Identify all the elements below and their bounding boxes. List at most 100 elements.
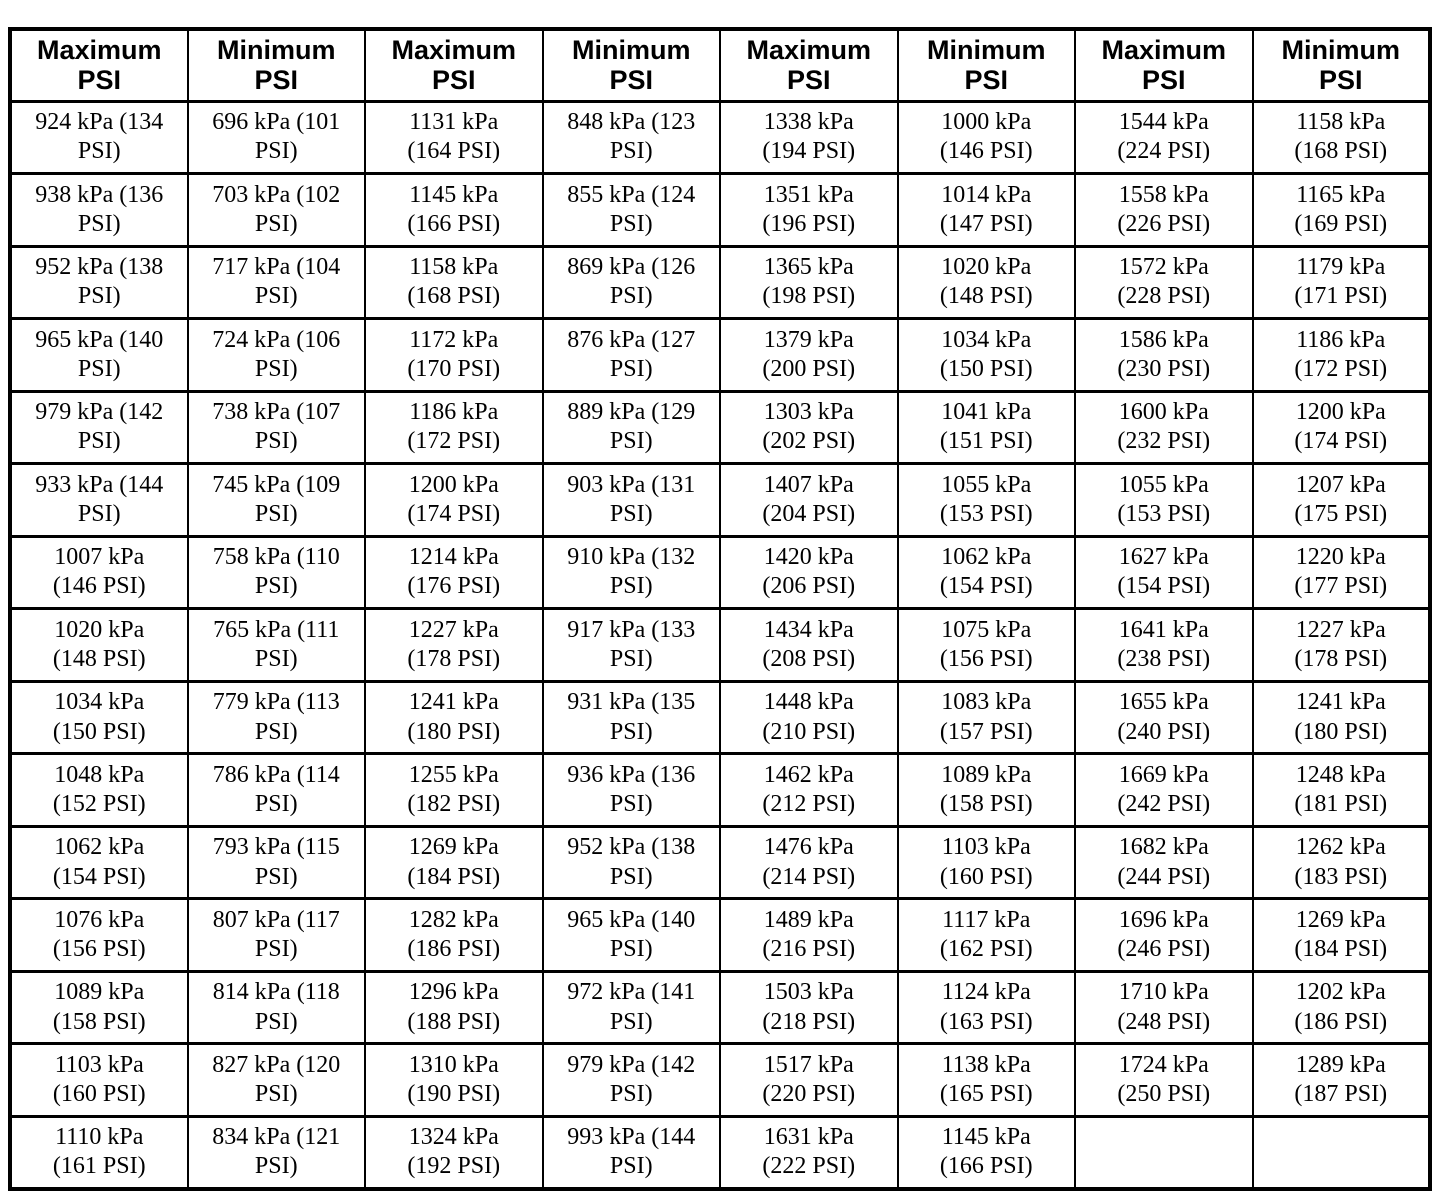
table-cell: 1007 kPa (146 PSI)	[9, 535, 189, 610]
table-cell: 1020 kPa (148 PSI)	[896, 245, 1076, 320]
table-cell: 1145 kPa (166 PSI)	[364, 172, 544, 248]
table-cell: 979 kPa (142 PSI)	[541, 1042, 721, 1118]
table-cell: 724 kPa (106 PSI)	[186, 317, 366, 393]
table-cell: 936 kPa (136 PSI)	[541, 752, 721, 828]
table-cell: 758 kPa (110 PSI)	[186, 535, 366, 610]
table-cell: 952 kPa (138 PSI)	[541, 825, 721, 900]
table-cell: 1476 kPa (214 PSI)	[719, 825, 899, 900]
table-cell: 1710 kPa (248 PSI)	[1074, 970, 1254, 1045]
table-cell: 1351 kPa (196 PSI)	[719, 172, 899, 248]
table-cell: 1655 kPa (240 PSI)	[1074, 680, 1254, 755]
table-cell: 696 kPa (101 PSI)	[186, 100, 366, 175]
table-row: 924 kPa (134 PSI) 696 kPa (101 PSI) 1131 kPa…	[9, 100, 1431, 175]
table-cell: 1641 kPa (238 PSI)	[1074, 607, 1254, 683]
table-cell: 1124 kPa (163 PSI)	[896, 970, 1076, 1045]
column-header-3: Maximum PSI	[364, 28, 544, 102]
table-cell: 1076 kPa (156 PSI)	[9, 897, 189, 973]
column-header-4: Minimum PSI	[541, 28, 721, 102]
table-cell: 1165 kPa (169 PSI)	[1251, 172, 1431, 248]
table-cell: 924 kPa (134 PSI)	[9, 100, 189, 175]
table-cell: 827 kPa (120 PSI)	[186, 1042, 366, 1118]
table-cell: 1020 kPa (148 PSI)	[9, 607, 189, 683]
table-cell: 779 kPa (113 PSI)	[186, 680, 366, 755]
table-cell: 910 kPa (132 PSI)	[541, 535, 721, 610]
table-cell: 807 kPa (117 PSI)	[186, 897, 366, 973]
table-cell: 1117 kPa (162 PSI)	[896, 897, 1076, 973]
table-cell: 1227 kPa (178 PSI)	[364, 607, 544, 683]
table-row: 1103 kPa (160 PSI) 827 kPa (120 PSI) 1310 kP…	[9, 1042, 1431, 1118]
table-cell: 1200 kPa (174 PSI)	[364, 462, 544, 538]
table-cell: 1214 kPa (176 PSI)	[364, 535, 544, 610]
table-cell: 952 kPa (138 PSI)	[9, 245, 189, 320]
table-cell: 1055 kPa (153 PSI)	[896, 462, 1076, 538]
table-cell: 1075 kPa (156 PSI)	[896, 607, 1076, 683]
table-cell: 1303 kPa (202 PSI)	[719, 390, 899, 465]
table-cell: 1434 kPa (208 PSI)	[719, 607, 899, 683]
table-cell: 1186 kPa (172 PSI)	[1251, 317, 1431, 393]
pressure-table: Maximum PSI Minimum PSI Maximum PSI Minimum PSI…	[8, 27, 1432, 1191]
table-cell: 1062 kPa (154 PSI)	[9, 825, 189, 900]
table-cell: 1724 kPa (250 PSI)	[1074, 1042, 1254, 1118]
table-cell: 1462 kPa (212 PSI)	[719, 752, 899, 828]
table-cell: 1255 kPa (182 PSI)	[364, 752, 544, 828]
table-cell: 1014 kPa (147 PSI)	[896, 172, 1076, 248]
column-header-2: Minimum PSI	[186, 28, 366, 102]
table-row: 1089 kPa (158 PSI) 814 kPa (118 PSI) 1296 kP…	[9, 970, 1431, 1045]
table-cell: 1048 kPa (152 PSI)	[9, 752, 189, 828]
table-cell: 1083 kPa (157 PSI)	[896, 680, 1076, 755]
table-cell: 738 kPa (107 PSI)	[186, 390, 366, 465]
table-cell: 814 kPa (118 PSI)	[186, 970, 366, 1045]
table-cell: 1338 kPa (194 PSI)	[719, 100, 899, 175]
table-cell: 1503 kPa (218 PSI)	[719, 970, 899, 1045]
table-cell: 1696 kPa (246 PSI)	[1074, 897, 1254, 973]
table-cell: 703 kPa (102 PSI)	[186, 172, 366, 248]
table-row: 965 kPa (140 PSI) 724 kPa (106 PSI) 1172 kPa…	[9, 317, 1431, 393]
table-cell: 1269 kPa (184 PSI)	[1251, 897, 1431, 973]
table-cell: 1103 kPa (160 PSI)	[9, 1042, 189, 1118]
table-cell: 1282 kPa (186 PSI)	[364, 897, 544, 973]
table-cell: 717 kPa (104 PSI)	[186, 245, 366, 320]
table-cell: 965 kPa (140 PSI)	[541, 897, 721, 973]
table-cell: 1544 kPa (224 PSI)	[1074, 100, 1254, 175]
table-cell: 1055 kPa (153 PSI)	[1074, 462, 1254, 538]
table-row: 1007 kPa (146 PSI) 758 kPa (110 PSI) 1214 kP…	[9, 535, 1431, 610]
table-cell: 1241 kPa (180 PSI)	[364, 680, 544, 755]
table-cell: 1586 kPa (230 PSI)	[1074, 317, 1254, 393]
table-cell: 1631 kPa (222 PSI)	[719, 1115, 899, 1190]
table-cell: 1145 kPa (166 PSI)	[896, 1115, 1076, 1190]
table-cell: 1138 kPa (165 PSI)	[896, 1042, 1076, 1118]
table-cell: 931 kPa (135 PSI)	[541, 680, 721, 755]
table-cell: 1324 kPa (192 PSI)	[364, 1115, 544, 1190]
table-cell: 1379 kPa (200 PSI)	[719, 317, 899, 393]
table-cell: 1158 kPa (168 PSI)	[364, 245, 544, 320]
table-cell: 1407 kPa (204 PSI)	[719, 462, 899, 538]
table-cell: 1220 kPa (177 PSI)	[1251, 535, 1431, 610]
table-cell: 1207 kPa (175 PSI)	[1251, 462, 1431, 538]
table-cell: 1627 kPa (154 PSI)	[1074, 535, 1254, 610]
table-cell: 1310 kPa (190 PSI)	[364, 1042, 544, 1118]
table-cell	[1251, 1115, 1431, 1190]
table-cell: 889 kPa (129 PSI)	[541, 390, 721, 465]
table-cell: 1420 kPa (206 PSI)	[719, 535, 899, 610]
table-cell: 933 kPa (144 PSI)	[9, 462, 189, 538]
table-cell: 1682 kPa (244 PSI)	[1074, 825, 1254, 900]
table-cell: 1110 kPa (161 PSI)	[9, 1115, 189, 1190]
table-cell: 869 kPa (126 PSI)	[541, 245, 721, 320]
table-cell: 1248 kPa (181 PSI)	[1251, 752, 1431, 828]
table-cell: 1062 kPa (154 PSI)	[896, 535, 1076, 610]
table-row: 1020 kPa (148 PSI) 765 kPa (111 PSI) 1227 kP…	[9, 607, 1431, 683]
table-row: 1110 kPa (161 PSI) 834 kPa (121 PSI) 1324 kP…	[9, 1115, 1431, 1190]
header-row: Maximum PSI Minimum PSI Maximum PSI Minimum PSI…	[9, 28, 1431, 102]
table-cell: 993 kPa (144 PSI)	[541, 1115, 721, 1190]
table-cell: 834 kPa (121 PSI)	[186, 1115, 366, 1190]
table-cell: 1034 kPa (150 PSI)	[896, 317, 1076, 393]
table-cell: 979 kPa (142 PSI)	[9, 390, 189, 465]
table-cell: 745 kPa (109 PSI)	[186, 462, 366, 538]
table-cell: 1600 kPa (232 PSI)	[1074, 390, 1254, 465]
table-cell: 1241 kPa (180 PSI)	[1251, 680, 1431, 755]
table-row: 1076 kPa (156 PSI) 807 kPa (117 PSI) 1282 kP…	[9, 897, 1431, 973]
table-cell: 1158 kPa (168 PSI)	[1251, 100, 1431, 175]
table-cell: 1448 kPa (210 PSI)	[719, 680, 899, 755]
table-cell: 1179 kPa (171 PSI)	[1251, 245, 1431, 320]
